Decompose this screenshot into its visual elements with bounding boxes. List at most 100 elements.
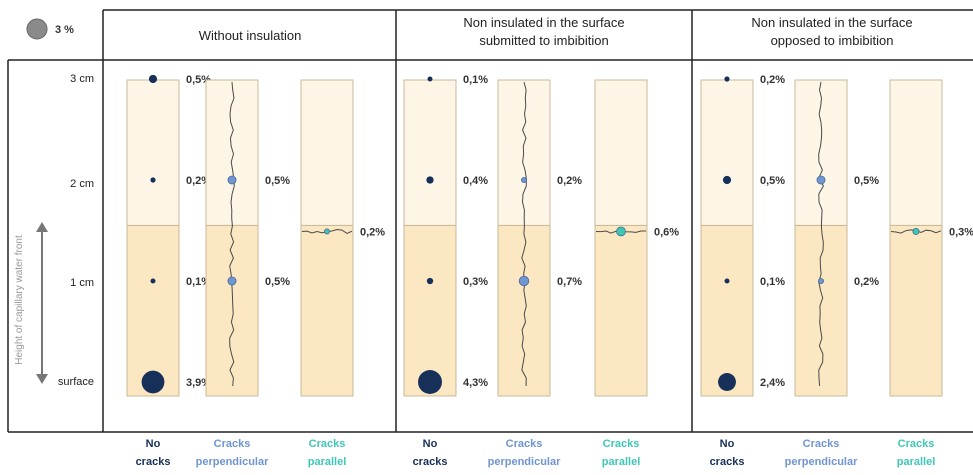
category-label-line1: Cracks: [214, 438, 251, 450]
column-wet-zone: [497, 224, 551, 397]
point-label: 0,1%: [463, 74, 488, 86]
crack-perpendicular: [521, 81, 527, 387]
group-1: Without insulation 0,5% 0,2% 0,1% 3,9% No crac…: [126, 28, 385, 468]
column-dry-zone: [300, 79, 354, 226]
column-wet-zone: [403, 224, 457, 397]
column-perpendicular: 0,5% 0,2% Cracks perpendicular: [785, 79, 879, 468]
point-label: 0,4%: [463, 175, 488, 187]
category-label-line1: No: [146, 438, 161, 450]
column-no-cracks: 0,1% 0,4% 0,3% 4,3% No cracks: [403, 74, 488, 468]
point-perpendicular: [816, 175, 826, 185]
point-label: 0,2%: [760, 74, 785, 86]
point-label: 0,3%: [949, 226, 973, 238]
group-title-line: Non insulated in the surface: [463, 15, 624, 30]
point-label: 0,3%: [463, 276, 488, 288]
category-label-line1: Cracks: [603, 438, 640, 450]
y-axis: Height of capillary water front 3 cm 2 c…: [14, 73, 94, 388]
category-label-line2: perpendicular: [196, 456, 269, 468]
column-wet-zone: [889, 224, 943, 397]
column-wet-zone: [126, 224, 180, 397]
category-label-line2: cracks: [710, 456, 745, 468]
point-perpendicular: [227, 276, 237, 286]
point-perpendicular: [818, 278, 824, 284]
point-no-cracks: [150, 177, 156, 183]
column-no-cracks: 0,2% 0,5% 0,1% 2,4% No cracks: [700, 74, 785, 468]
column-wet-zone: [700, 224, 754, 397]
column-perpendicular: 0,2% 0,7% Cracks perpendicular: [488, 79, 582, 468]
category-label-line1: Cracks: [803, 438, 840, 450]
column-parallel: 0,2% Cracks parallel: [300, 79, 385, 468]
column-dry-zone: [700, 79, 754, 226]
point-label: 0,2%: [186, 175, 211, 187]
point-perpendicular: [521, 177, 527, 183]
group-title-line: opposed to imbibition: [771, 33, 894, 48]
point-label: 0,7%: [557, 276, 582, 288]
point-label: 0,1%: [186, 276, 211, 288]
point-label: 0,5%: [854, 175, 879, 187]
groups: Without insulation 0,5% 0,2% 0,1% 3,9% No crac…: [126, 15, 973, 468]
column-perpendicular: 0,5% 0,5% Cracks perpendicular: [196, 79, 290, 468]
point-no-cracks: [141, 370, 165, 394]
y-axis-label: Height of capillary water front: [14, 235, 25, 365]
point-label: 4,3%: [463, 377, 488, 389]
point-no-cracks: [427, 76, 433, 82]
y-axis-arrow-down: [36, 374, 48, 384]
point-label: 0,2%: [360, 226, 385, 238]
group-2: Non insulated in the surface submitted to…: [403, 15, 679, 468]
y-axis-arrow-up: [36, 222, 48, 232]
point-label: 0,1%: [760, 276, 785, 288]
column-wet-zone: [594, 224, 648, 397]
column-parallel: 0,3% Cracks parallel: [889, 79, 973, 468]
legend: 3 %: [26, 18, 74, 40]
column-dry-zone: [403, 79, 457, 226]
column-no-cracks: 0,5% 0,2% 0,1% 3,9% No cracks: [126, 74, 211, 468]
column-wet-zone: [300, 224, 354, 397]
category-label-line2: perpendicular: [488, 456, 561, 468]
point-label: 0,5%: [265, 175, 290, 187]
column-wet-zone: [205, 224, 259, 397]
group-title-line: Without insulation: [199, 28, 302, 43]
y-tick-1cm: 1 cm: [70, 277, 94, 289]
point-no-cracks: [418, 370, 442, 394]
point-no-cracks: [150, 278, 156, 284]
point-parallel: [912, 227, 920, 235]
category-label-line2: parallel: [897, 456, 936, 468]
crack-perpendicular: [818, 81, 824, 387]
column-wet-zone: [794, 224, 848, 397]
y-tick-3cm: 3 cm: [70, 73, 94, 85]
point-parallel: [324, 228, 330, 235]
column-dry-zone: [126, 79, 180, 226]
group-3: Non insulated in the surface opposed to i…: [700, 15, 973, 468]
point-no-cracks: [722, 175, 732, 185]
point-label: 2,4%: [760, 377, 785, 389]
point-label: 0,2%: [854, 276, 879, 288]
crack-perpendicular: [229, 81, 235, 387]
grid-frame: [7, 9, 973, 433]
category-label-line1: No: [720, 438, 735, 450]
point-no-cracks: [426, 277, 434, 285]
column-dry-zone: [205, 79, 259, 226]
point-label: 0,6%: [654, 226, 679, 238]
column-dry-zone: [594, 79, 648, 226]
y-tick-surface: surface: [58, 376, 94, 388]
point-perpendicular: [518, 275, 530, 287]
category-label-line1: Cracks: [506, 438, 543, 450]
point-no-cracks: [724, 76, 730, 82]
point-no-cracks: [718, 373, 736, 391]
category-label-line1: Cracks: [898, 438, 935, 450]
column-parallel: 0,6% Cracks parallel: [594, 79, 679, 468]
legend-circle: [26, 18, 48, 40]
y-tick-2cm: 2 cm: [70, 178, 94, 190]
category-label-line2: parallel: [308, 456, 347, 468]
point-label: 0,2%: [557, 175, 582, 187]
point-label: 0,5%: [186, 74, 211, 86]
group-title-line: submitted to imbibition: [479, 33, 608, 48]
category-label-line2: cracks: [136, 456, 171, 468]
category-label-line2: perpendicular: [785, 456, 858, 468]
point-label: 3,9%: [186, 377, 211, 389]
category-label-line1: No: [423, 438, 438, 450]
legend-label: 3 %: [55, 24, 74, 36]
point-no-cracks: [426, 176, 434, 184]
